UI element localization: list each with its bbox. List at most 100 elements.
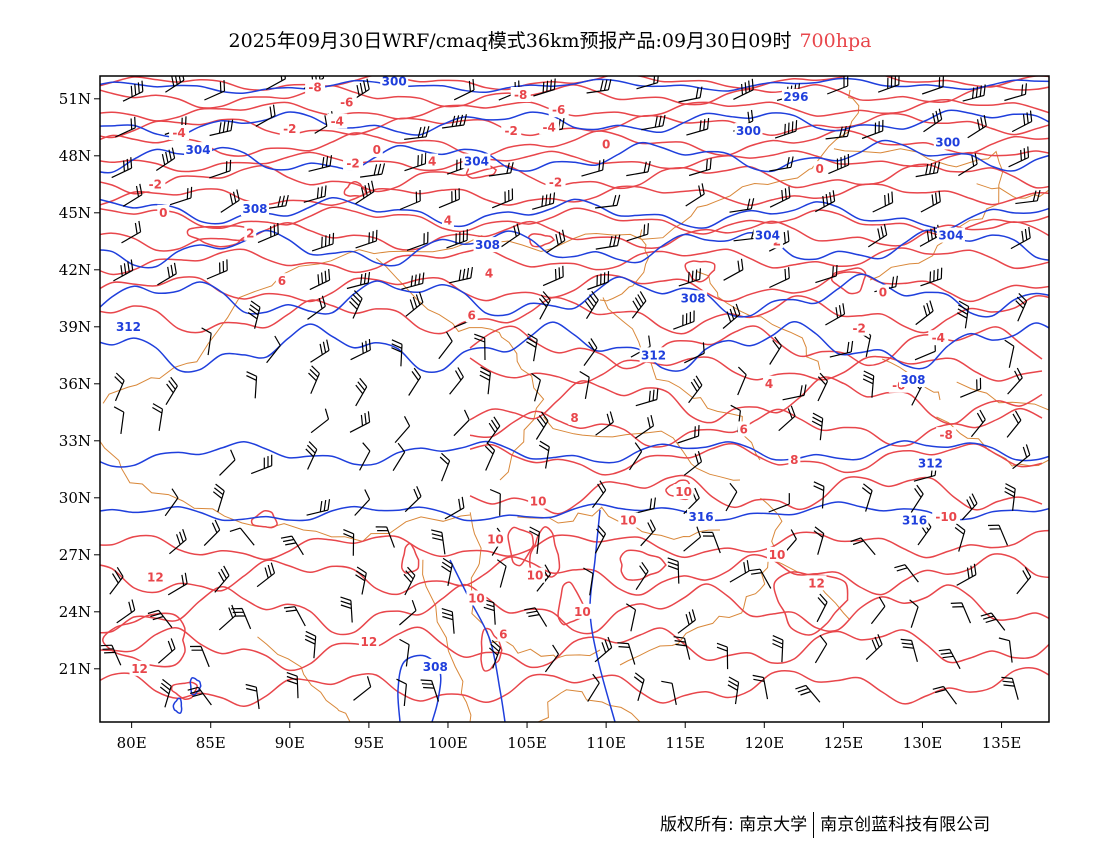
y-tick-label: 42N xyxy=(59,261,91,279)
temperature-contour-line xyxy=(100,76,1049,91)
wind-barb xyxy=(308,155,333,172)
height-label: 304 xyxy=(464,155,489,169)
wind-barb xyxy=(628,442,643,471)
temperature-label-bg xyxy=(673,484,694,500)
temperature-contour-loop xyxy=(102,612,186,668)
height-label: 316 xyxy=(902,514,927,528)
temperature-label-bg xyxy=(244,225,257,241)
y-tick-label: 51N xyxy=(59,90,91,108)
temperature-label: 6 xyxy=(468,308,476,322)
temperature-contour-loop xyxy=(684,260,716,283)
wind-barb xyxy=(391,339,403,367)
temperature-contour-line xyxy=(100,206,1049,237)
wind-barb xyxy=(218,604,237,631)
y-tick-label: 45N xyxy=(59,204,91,222)
wind-barb xyxy=(632,497,656,515)
wind-barb xyxy=(980,612,1006,631)
wind-barb xyxy=(535,411,549,440)
temperature-label-bg xyxy=(370,142,383,158)
wind-barb xyxy=(595,234,621,250)
temperature-label-bg xyxy=(305,79,326,95)
x-tick-label: 90E xyxy=(275,734,305,752)
y-tick-label: 39N xyxy=(59,318,91,336)
wind-barb xyxy=(861,119,884,140)
wind-barb xyxy=(491,188,514,209)
wind-barb xyxy=(394,416,411,443)
wind-barb xyxy=(164,488,179,517)
temperature-label: -4 xyxy=(543,120,556,134)
wind-barb xyxy=(406,231,429,251)
wind-barb xyxy=(266,335,281,364)
temperature-contour-loop xyxy=(830,267,867,295)
temperature-contour-loop xyxy=(619,549,667,581)
wind-barb xyxy=(729,560,750,583)
temperature-label-bg xyxy=(485,531,506,547)
height-label: 308 xyxy=(242,202,267,216)
wind-barb xyxy=(307,295,326,320)
temperature-label: -6 xyxy=(552,103,565,117)
wind-barb xyxy=(958,153,978,177)
wind-barb xyxy=(636,76,659,90)
wind-barb xyxy=(998,637,1013,663)
wind-barb xyxy=(280,535,304,556)
wind-barb xyxy=(909,599,919,628)
height-label: 308 xyxy=(475,238,500,252)
wind-barb xyxy=(594,636,613,663)
wind-barb xyxy=(635,388,659,407)
wind-barb xyxy=(617,642,636,665)
wind-barb xyxy=(769,267,790,289)
wind-barb xyxy=(920,190,941,213)
temperature-contour-line xyxy=(469,474,1043,515)
wind-barb xyxy=(722,303,741,329)
wind-barb xyxy=(686,118,710,136)
height-label-bg xyxy=(462,153,491,169)
temperature-contour-loop xyxy=(343,180,367,197)
wind-barb xyxy=(399,189,421,211)
height-label-bg xyxy=(900,512,929,528)
wind-barb xyxy=(817,372,829,402)
wind-barb xyxy=(813,481,825,509)
temperature-label: 10 xyxy=(574,605,591,619)
temperature-contour-line xyxy=(100,83,1049,109)
temperature-label: 10 xyxy=(769,548,786,562)
temperature-label-bg xyxy=(483,265,496,281)
height-contour-line xyxy=(100,501,1049,522)
wind-barb xyxy=(579,370,590,400)
temperature-label: 10 xyxy=(468,592,485,606)
company-name: 南京创蓝科技有限公司 xyxy=(820,815,991,835)
wind-barb xyxy=(165,376,178,406)
wind-barb xyxy=(401,272,425,290)
wind-barb xyxy=(309,269,331,291)
wind-barb xyxy=(956,563,977,586)
wind-barb xyxy=(489,488,501,516)
wind-barb xyxy=(544,644,560,673)
wind-barb xyxy=(441,608,455,634)
wind-barb xyxy=(229,527,255,546)
temperature-label: 10 xyxy=(487,533,504,547)
wind-barb xyxy=(113,259,134,282)
temperature-label-bg xyxy=(501,123,522,139)
wind-barb xyxy=(489,639,501,669)
boundary-line xyxy=(543,416,741,481)
wind-barb xyxy=(634,414,655,439)
boundary-line xyxy=(599,229,650,302)
wind-barb xyxy=(404,152,427,172)
wind-barb xyxy=(683,451,703,476)
temperature-contour-line xyxy=(100,553,1049,596)
wind-barb xyxy=(583,567,594,596)
wind-barb xyxy=(828,153,850,175)
wind-barb xyxy=(531,373,541,402)
height-contour-line xyxy=(100,109,1049,138)
height-contour-loop xyxy=(172,697,183,715)
wind-barb xyxy=(594,525,607,554)
height-contour-line xyxy=(100,273,1049,318)
wind-barb xyxy=(152,403,164,431)
boundary-line xyxy=(602,297,761,461)
temperature-label: -10 xyxy=(935,510,957,524)
wind-barb xyxy=(439,452,451,482)
temperature-label-bg xyxy=(813,161,826,177)
wind-barb xyxy=(900,638,918,662)
height-label-bg xyxy=(898,372,927,387)
wind-barb xyxy=(449,367,464,395)
wind-barb xyxy=(343,529,355,556)
